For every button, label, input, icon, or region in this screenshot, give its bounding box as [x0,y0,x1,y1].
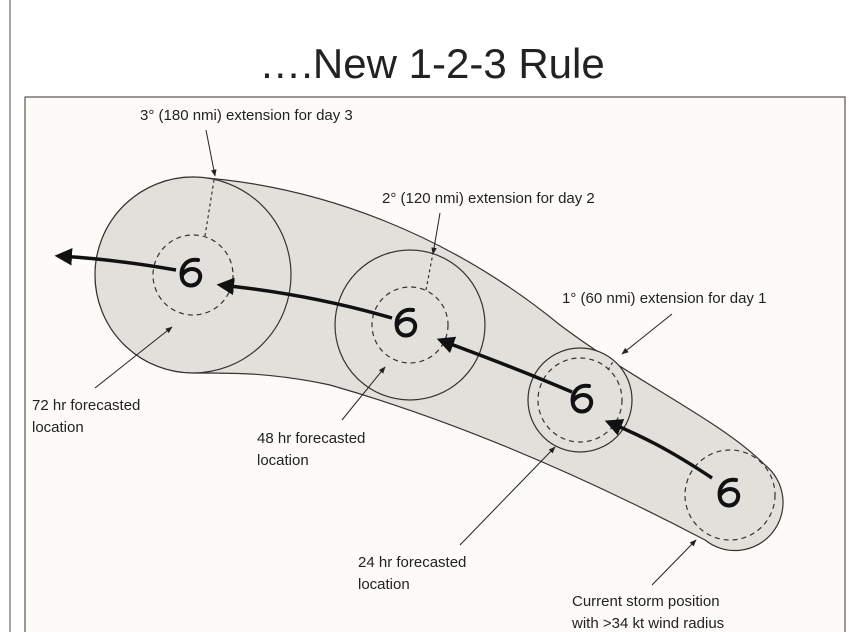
ext1 [607,359,615,371]
label: 3° (180 nmi) extension for day 3 [140,107,353,124]
track-seg [436,336,573,394]
day2-circle [334,249,486,401]
track-seg [604,419,713,480]
label: 2° (120 nmi) extension for day 2 [382,190,595,207]
day3-inner [152,234,234,316]
labels: 3° (180 nmi) extension for day 3 2° (120 … [32,107,766,632]
day1-circle [527,347,633,453]
leader [621,313,673,355]
day3-circle [94,176,292,374]
label: location [32,419,84,436]
day2-inner [371,286,449,364]
label: location [257,452,309,469]
label: 1° (60 nmi) extension for day 1 [562,290,766,307]
label: with >34 kt wind radius [571,615,724,632]
leader [459,446,556,546]
leader [651,539,697,586]
label: location [358,576,410,593]
label: 24 hr forecasted [358,554,466,571]
leader [205,129,217,177]
current-inner [684,449,776,541]
leader [94,326,173,389]
leaders [94,129,697,586]
title: ….New 1-2-3 Rule [259,40,604,87]
label: 72 hr forecasted [32,397,140,414]
dashed-radii [152,179,776,541]
circles [94,176,633,453]
label: 48 hr forecasted [257,430,365,447]
leader [431,212,441,255]
track-seg [54,248,177,272]
track-seg [216,277,393,320]
label: Current storm position [572,593,720,610]
day1-inner [537,357,623,443]
leader [341,366,386,421]
track [54,248,713,480]
ext2 [425,252,434,291]
